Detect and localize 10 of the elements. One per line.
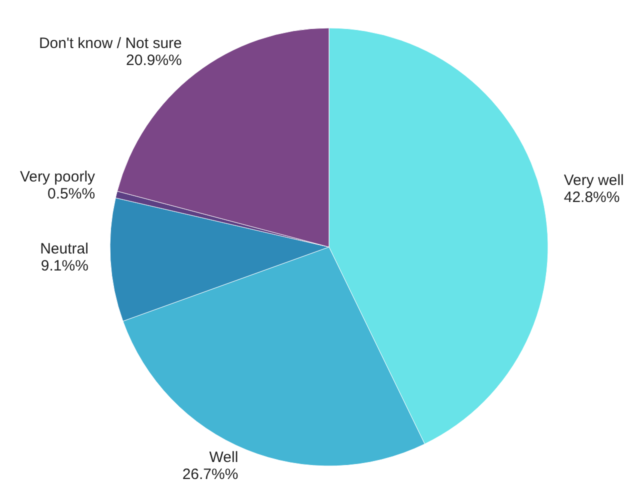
slice-label: Neutral [40, 240, 88, 258]
data-label: 9.1%% [40, 257, 88, 274]
slice-label: Very well [564, 172, 624, 189]
data-label: 20.9%% [126, 52, 182, 70]
data-label: 0.5%% [47, 185, 96, 202]
slice-label: Well [209, 449, 238, 466]
data-label: 42.8%% [564, 188, 620, 206]
slice-label: Don't know / Not sure [38, 35, 182, 52]
data-label: 26.7%% [182, 466, 238, 484]
slice-label: Very poorly [20, 168, 96, 186]
